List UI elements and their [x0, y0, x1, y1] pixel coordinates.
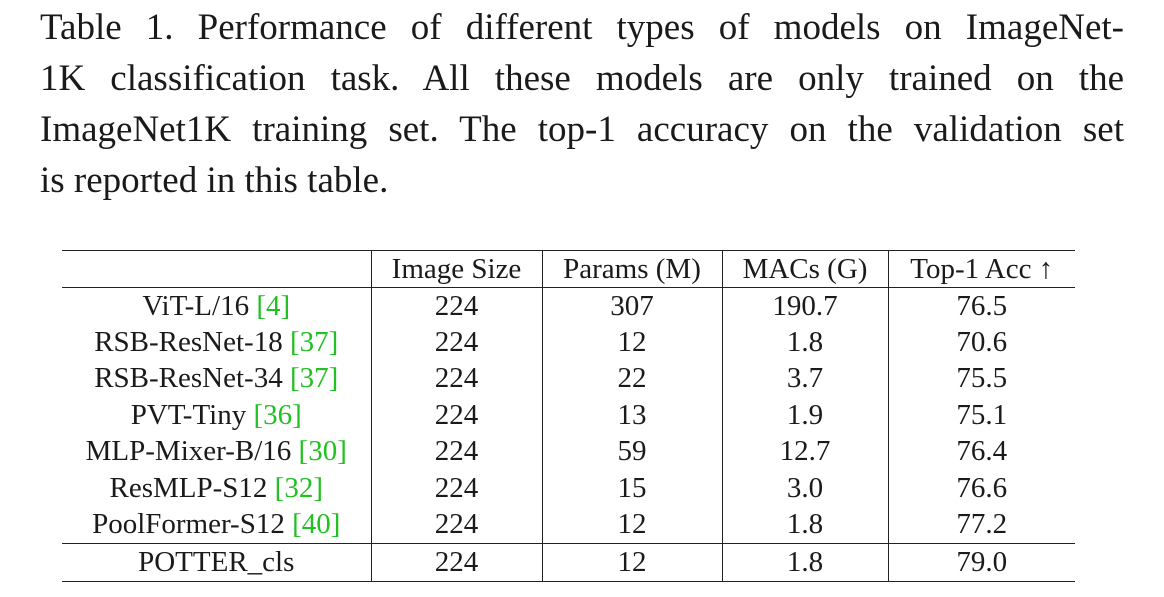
- table-row: MLP-Mixer-B/16 [30] 224 59 12.7 76.4: [62, 433, 1075, 470]
- params-cell: 12: [541, 542, 722, 582]
- macs-cell: 12.7: [721, 433, 888, 470]
- top1-cell-best: 79.0: [887, 542, 1075, 582]
- table-caption: Table 1. Performance of different types …: [40, 2, 1124, 206]
- params-cell: 15: [541, 469, 722, 507]
- top1-cell: 77.2: [887, 506, 1075, 544]
- top1-cell: 75.5: [887, 360, 1075, 398]
- header-top1-acc: Top-1 Acc ↑: [887, 250, 1075, 288]
- model-name: RSB-ResNet-18: [94, 326, 290, 359]
- params-cell: 307: [541, 287, 722, 325]
- macs-cell: 1.8: [721, 324, 888, 361]
- image-size-cell: 224: [370, 506, 542, 544]
- model-name: ViT-L/16: [142, 289, 257, 322]
- table-row: PVT-Tiny [36] 224 13 1.9 75.1: [62, 397, 1075, 434]
- citation-link[interactable]: [32]: [274, 471, 323, 504]
- table-body: ViT-L/16 [4] 224 307 190.7 76.5 RSB-ResN…: [62, 287, 1075, 582]
- model-cell: RSB-ResNet-18 [37]: [62, 324, 371, 360]
- top1-cell: 76.4: [887, 433, 1075, 470]
- params-cell: 22: [541, 360, 722, 398]
- highlight-row: POTTER_cls 224 12 1.8 79.0: [62, 542, 1075, 582]
- model-name: ResMLP-S12: [109, 471, 275, 504]
- model-cell: MLP-Mixer-B/16 [30]: [62, 434, 371, 470]
- table-row: PoolFormer-S12 [40] 224 12 1.8 77.2: [62, 506, 1075, 544]
- model-name: MLP-Mixer-B/16: [85, 435, 299, 468]
- table-row: RSB-ResNet-34 [37] 224 22 3.7 75.5: [62, 360, 1075, 398]
- model-cell: PVT-Tiny [36]: [62, 397, 371, 433]
- citation-link[interactable]: [30]: [298, 435, 347, 468]
- header-params: Params (M): [541, 250, 722, 288]
- table-row: RSB-ResNet-18 [37] 224 12 1.8 70.6: [62, 324, 1075, 361]
- header-image-size: Image Size: [370, 250, 542, 288]
- macs-cell: 1.8: [721, 506, 888, 544]
- params-cell: 13: [541, 397, 722, 434]
- model-cell: PoolFormer-S12 [40]: [62, 506, 371, 543]
- header-model: [62, 250, 371, 288]
- citation-link[interactable]: [37]: [289, 362, 339, 395]
- image-size-cell: 224: [370, 360, 542, 398]
- params-cell: 12: [541, 506, 722, 544]
- table-row: ResMLP-S12 [32] 224 15 3.0 76.6: [62, 469, 1075, 507]
- caption-line-3: ImageNet1K training set. The top-1 accur…: [40, 109, 1124, 150]
- top1-cell: 70.6: [887, 324, 1075, 361]
- macs-cell: 1.8: [721, 542, 888, 582]
- header-macs: MACs (G): [721, 250, 888, 288]
- image-size-cell: 224: [370, 287, 542, 325]
- citation-link[interactable]: [37]: [289, 326, 339, 359]
- params-cell: 59: [541, 433, 722, 470]
- macs-cell: 1.9: [721, 397, 888, 434]
- model-name: PoolFormer-S12: [92, 508, 293, 541]
- params-cell: 12: [541, 324, 722, 361]
- top1-cell: 75.1: [887, 397, 1075, 434]
- model-cell: POTTER_cls: [62, 542, 371, 582]
- image-size-cell: 224: [370, 542, 542, 582]
- macs-cell: 3.0: [721, 469, 888, 507]
- results-table: Image Size Params (M) MACs (G) Top-1 Acc…: [62, 250, 1075, 582]
- model-name: RSB-ResNet-34: [94, 362, 290, 395]
- macs-cell: 190.7: [721, 287, 888, 325]
- caption-line-2: 1K classification task. All these models…: [40, 58, 1124, 99]
- table-header: Image Size Params (M) MACs (G) Top-1 Acc…: [62, 250, 1075, 288]
- top1-cell: 76.5: [887, 287, 1075, 325]
- model-name: PVT-Tiny: [130, 398, 254, 431]
- table-row: ViT-L/16 [4] 224 307 190.7 76.5: [62, 287, 1075, 325]
- header-row: Image Size Params (M) MACs (G) Top-1 Acc…: [62, 250, 1075, 288]
- citation-link[interactable]: [4]: [256, 289, 291, 322]
- macs-cell: 3.7: [721, 360, 888, 398]
- caption-line-4: is reported in this table.: [40, 160, 389, 201]
- image-size-cell: 224: [370, 469, 542, 507]
- caption-line-1: Table 1. Performance of different types …: [40, 7, 1124, 48]
- image-size-cell: 224: [370, 397, 542, 434]
- model-cell: ViT-L/16 [4]: [62, 288, 371, 325]
- image-size-cell: 224: [370, 324, 542, 361]
- citation-link[interactable]: [36]: [253, 398, 302, 431]
- model-cell: RSB-ResNet-34 [37]: [62, 361, 371, 397]
- top1-cell: 76.6: [887, 469, 1075, 507]
- model-cell: ResMLP-S12 [32]: [62, 470, 371, 506]
- image-size-cell: 224: [370, 433, 542, 470]
- citation-link[interactable]: [40]: [292, 508, 341, 541]
